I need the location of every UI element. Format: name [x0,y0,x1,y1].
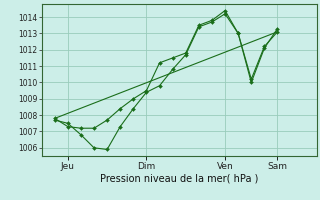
X-axis label: Pression niveau de la mer( hPa ): Pression niveau de la mer( hPa ) [100,173,258,183]
